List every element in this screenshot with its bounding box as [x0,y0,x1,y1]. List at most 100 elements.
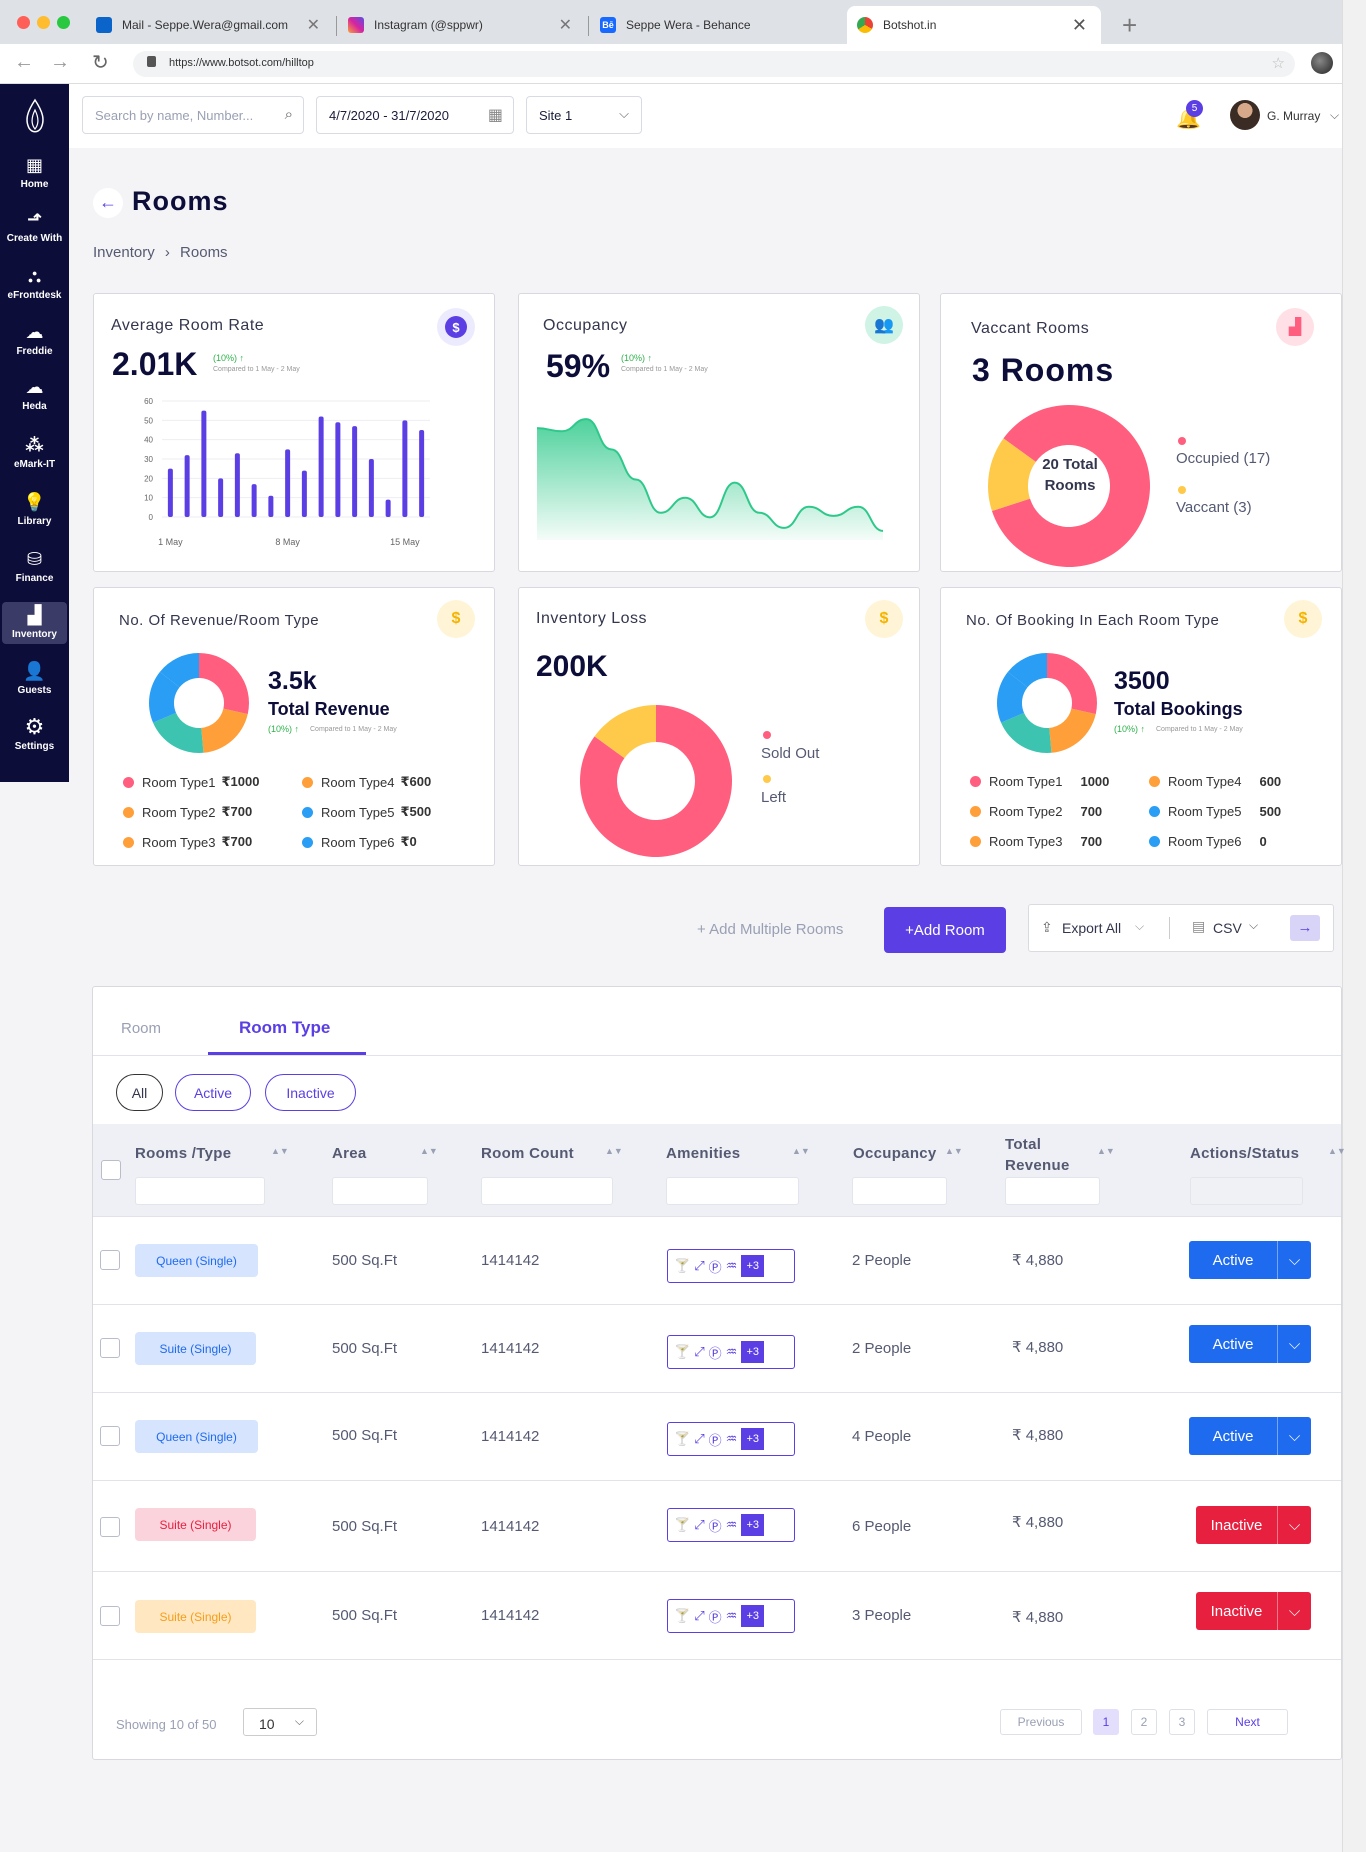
column-header-occupancy[interactable]: Occupancy [853,1145,937,1162]
sort-icon[interactable]: ▲▼ [1328,1146,1346,1156]
maximize-window-dot[interactable] [57,16,70,29]
export-all-button[interactable]: Export All [1062,920,1122,936]
sidebar-item-freddie[interactable]: ☁ Freddie [0,321,69,357]
close-tab-icon[interactable]: ✕ [558,17,572,34]
chevron-down-icon[interactable]: ⌵ [1277,1592,1311,1630]
search-placeholder: Search by name, Number... [95,107,254,123]
page-1-button[interactable]: 1 [1093,1709,1119,1735]
window-scrollbar[interactable] [1342,0,1366,1852]
sidebar-item-finance[interactable]: ⛁ Finance [0,548,69,584]
status-inactive-button[interactable]: Inactive ⌵ [1196,1592,1311,1630]
search-input[interactable]: Search by name, Number... ⌕ [82,96,304,134]
csv-select[interactable]: CSV [1213,920,1242,936]
sort-icon[interactable]: ▲▼ [605,1146,623,1156]
money-bag-icon: $ [1284,600,1322,638]
profile-avatar[interactable] [1311,52,1333,74]
browser-tab-instagram[interactable]: Instagram (@sppwr) ✕ [338,6,586,44]
chevron-down-icon[interactable]: ⌵ [1277,1325,1311,1363]
site-select[interactable]: Site 1 ⌵ [526,96,642,134]
date-range-picker[interactable]: 4/7/2020 - 31/7/2020 ▦ [316,96,514,134]
filter-room-type-input[interactable] [135,1177,265,1205]
sidebar-item-settings[interactable]: ⚙ Settings [0,716,69,753]
row-checkbox[interactable] [100,1517,120,1537]
sidebar-item-heda[interactable]: ☁ Heda [0,376,69,412]
sidebar-item-create-with[interactable]: ⬏ Create With [0,208,69,244]
chevron-down-icon[interactable]: ⌵ [1277,1417,1311,1455]
status-active-button[interactable]: Active ⌵ [1189,1417,1311,1455]
reload-icon[interactable]: ↻ [92,52,109,74]
column-header-amenities[interactable]: Amenities [666,1145,741,1162]
new-tab-icon[interactable]: + [1122,10,1138,40]
page-size-select[interactable]: 10 ⌵ [243,1708,317,1736]
sidebar-item-guests[interactable]: 👤 Guests [0,660,69,696]
status-inactive-button[interactable]: Inactive ⌵ [1196,1506,1311,1544]
minimize-window-dot[interactable] [37,16,50,29]
column-header-room-count[interactable]: Room Count [481,1145,574,1162]
row-checkbox[interactable] [100,1250,120,1270]
filter-revenue-input[interactable] [1005,1177,1100,1205]
filter-room-count-input[interactable] [481,1177,613,1205]
back-icon[interactable]: ← [14,51,34,73]
filter-area-input[interactable] [332,1177,428,1205]
cloud-icon: ☁ [25,322,44,342]
cocktail-icon: 🍸 [674,1344,691,1359]
browser-tab-behance[interactable]: Bē Seppe Wera - Behance [590,6,846,44]
user-avatar[interactable] [1230,100,1260,130]
sort-icon[interactable]: ▲▼ [1097,1146,1115,1156]
sidebar-item-emark-it[interactable]: ⁂ eMark-IT [0,434,69,470]
breadcrumb-item[interactable]: Inventory [93,244,155,261]
close-tab-icon[interactable]: ✕ [306,17,320,34]
page-3-button[interactable]: 3 [1169,1709,1195,1735]
export-go-button[interactable]: → [1290,915,1320,941]
select-all-checkbox[interactable] [101,1160,121,1180]
page-2-button[interactable]: 2 [1131,1709,1157,1735]
tab-room[interactable]: Room [121,1020,162,1037]
sidebar-item-efrontdesk[interactable]: ⛬ eFrontdesk [0,265,69,301]
chevron-down-icon[interactable]: ⌵ [1277,1506,1311,1544]
close-tab-icon[interactable]: ✕ [1071,15,1087,35]
sidebar-item-library[interactable]: 💡 Library [0,491,69,527]
row-checkbox[interactable] [100,1606,120,1626]
column-header-area[interactable]: Area [332,1145,367,1162]
chevron-down-icon[interactable]: ⌵ [1277,1241,1311,1279]
close-window-dot[interactable] [17,16,30,29]
amenities-cell[interactable]: 🍸 ⤢ Ⓟ ♒ +3 [667,1508,795,1542]
sort-icon[interactable]: ▲▼ [420,1146,438,1156]
status-active-button[interactable]: Active ⌵ [1189,1241,1311,1279]
amenities-cell[interactable]: 🍸 ⤢ Ⓟ ♒ +3 [667,1335,795,1369]
filter-inactive[interactable]: Inactive [265,1074,356,1111]
add-multiple-rooms-link[interactable]: + Add Multiple Rooms [697,921,844,938]
sidebar-item-inventory[interactable]: ▟ Inventory [0,604,69,640]
status-active-button[interactable]: Active ⌵ [1189,1325,1311,1363]
amenities-cell[interactable]: 🍸 ⤢ Ⓟ ♒ +3 [667,1422,795,1456]
sort-icon[interactable]: ▲▼ [945,1146,963,1156]
chevron-down-icon[interactable]: ⌵ [1135,919,1145,933]
browser-tab-botshot[interactable]: Botshot.in ✕ [847,6,1101,44]
column-header-total-revenue[interactable]: Total Revenue [1005,1136,1070,1174]
sort-icon[interactable]: ▲▼ [792,1146,810,1156]
filter-active[interactable]: Active [175,1074,251,1111]
filter-occupancy-input[interactable] [852,1177,947,1205]
chevron-down-icon[interactable]: ⌵ [1330,108,1340,122]
row-checkbox[interactable] [100,1338,120,1358]
chevron-down-icon[interactable]: ⌵ [1249,918,1259,932]
tab-room-type[interactable]: Room Type [239,1018,331,1037]
area-cell: 500 Sq.Ft [332,1340,398,1357]
sort-icon[interactable]: ▲▼ [271,1146,289,1156]
next-page-button[interactable]: Next [1207,1709,1288,1735]
amenities-cell[interactable]: 🍸 ⤢ Ⓟ ♒ +3 [667,1249,795,1283]
filter-amenities-input[interactable] [666,1177,799,1205]
url-field[interactable]: https://www.botsot.com/hilltop ☆ [133,51,1295,77]
row-checkbox[interactable] [100,1426,120,1446]
bookmark-star-icon[interactable]: ☆ [1271,55,1285,72]
add-room-button[interactable]: +Add Room [884,907,1006,953]
filter-all[interactable]: All [116,1074,163,1111]
sidebar-item-home[interactable]: ▦ Home [0,154,69,190]
browser-tab-mail[interactable]: Mail - Seppe.Wera@gmail.com ✕ [86,6,334,44]
forward-icon[interactable]: → [50,51,70,73]
amenities-cell[interactable]: 🍸 ⤢ Ⓟ ♒ +3 [667,1599,795,1633]
previous-page-button[interactable]: Previous [1000,1709,1082,1735]
column-header-room-type[interactable]: Rooms /Type [135,1145,232,1162]
user-name[interactable]: G. Murray [1267,109,1321,123]
back-arrow-icon[interactable]: ← [93,188,123,218]
